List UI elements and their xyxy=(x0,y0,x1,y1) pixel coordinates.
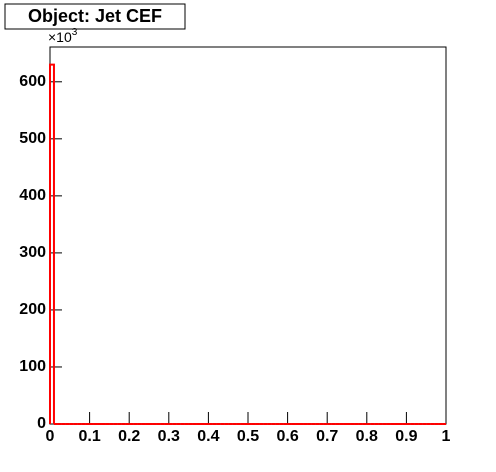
x-tick-label: 0 xyxy=(46,428,55,445)
y-tick-label: 600 xyxy=(19,73,46,90)
y-multiplier-exponent: 3 xyxy=(72,27,78,38)
y-multiplier: ×103 xyxy=(48,27,78,45)
x-tick-label: 0.8 xyxy=(356,428,378,445)
title-box xyxy=(4,3,186,30)
chart-title: Object: Jet CEF xyxy=(28,6,162,26)
y-tick-label: 500 xyxy=(19,130,46,147)
y-tick-label: 400 xyxy=(19,187,46,204)
y-tick-label: 200 xyxy=(19,301,46,318)
x-tick-label: 0.6 xyxy=(276,428,298,445)
x-tick-label: 0.5 xyxy=(237,428,259,445)
y-multiplier-base: ×10 xyxy=(48,29,72,45)
x-tick-label: 0.9 xyxy=(395,428,417,445)
x-tick-label: 0.7 xyxy=(316,428,338,445)
y-tick-label: 0 xyxy=(37,415,46,432)
x-tick-label: 1 xyxy=(442,428,451,445)
histogram-bin xyxy=(49,63,55,424)
x-tick-label: 0.4 xyxy=(197,428,219,445)
y-tick-label: 100 xyxy=(19,358,46,375)
x-tick-label: 0.1 xyxy=(78,428,100,445)
x-tick-label: 0.3 xyxy=(158,428,180,445)
plot-frame xyxy=(49,46,447,425)
x-tick-label: 0.2 xyxy=(118,428,140,445)
y-tick-label: 300 xyxy=(19,244,46,261)
